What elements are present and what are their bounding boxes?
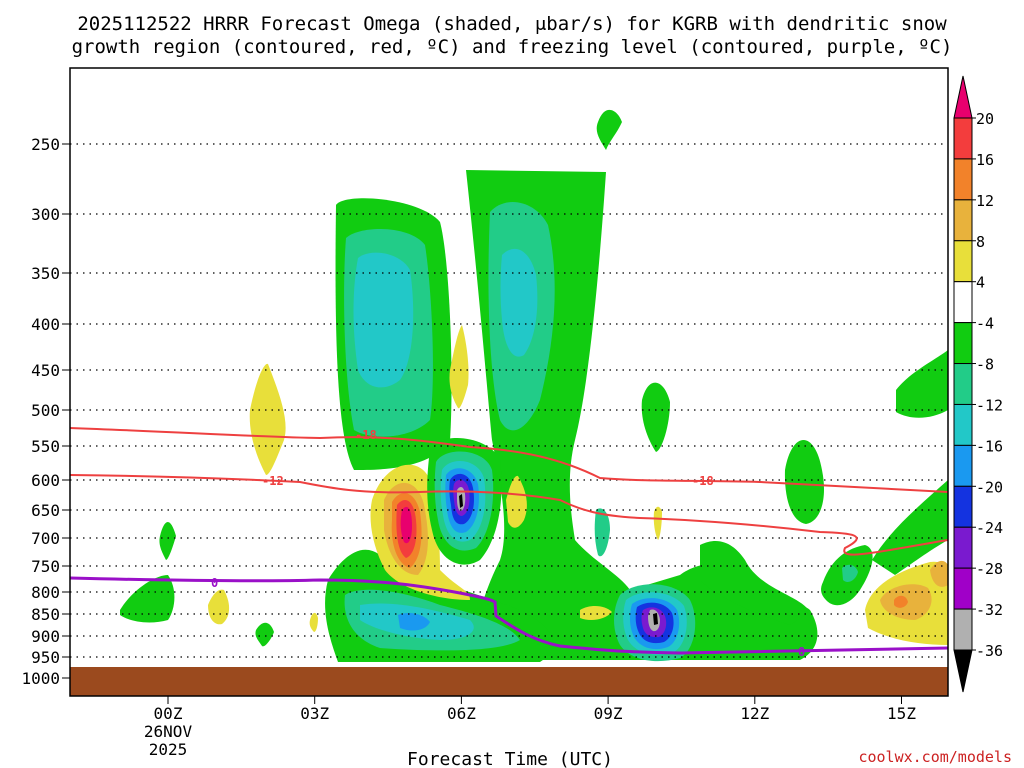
y-tick-label: 450 [31, 361, 60, 380]
chart-title-line1: 2025112522 HRRR Forecast Omega (shaded, … [77, 13, 947, 35]
colorbar-label: -28 [976, 560, 1003, 578]
x-axis: 00Z 03Z 06Z 09Z 12Z 15Z [154, 696, 916, 723]
omega-blob-teal [842, 564, 858, 583]
colorbar-label: -16 [976, 437, 1003, 455]
y-tick-label: 950 [31, 648, 60, 667]
freezing-label-right: 0 [798, 645, 805, 659]
colorbar-label: 20 [976, 110, 994, 128]
omega-blob-green [896, 350, 948, 418]
ground-layer [70, 667, 948, 696]
y-tick-label: 500 [31, 401, 60, 420]
x-date-label: 26NOV [144, 722, 193, 741]
colorbar-band [953, 567, 973, 610]
colorbar-band [953, 403, 973, 446]
freezing-level-contour [69, 576, 949, 655]
omega-blob-green [159, 522, 176, 560]
y-tick-label: 600 [31, 471, 60, 490]
colorbar-label: -8 [976, 356, 994, 374]
omega-blob-green [255, 622, 274, 647]
colorbar-band [953, 485, 973, 528]
colorbar-band [953, 281, 973, 324]
omega-blob-green [641, 382, 670, 452]
y-tick-label: 650 [31, 501, 60, 520]
chart-title-line2: growth region (contoured, red, ºC) and f… [72, 36, 953, 58]
omega-blob-yellow [309, 612, 318, 632]
colorbar-label: 16 [976, 151, 994, 169]
omega-blob-green [596, 109, 622, 150]
colorbar-label: -20 [976, 478, 1003, 496]
y-axis: 250 300 350 400 450 500 550 600 650 700 750 800 850 9… [21, 135, 70, 688]
x-tick-label: 00Z [154, 704, 183, 723]
colorbar-band [953, 363, 973, 405]
omega-blob-green [700, 540, 810, 625]
colorbar-label: -36 [976, 642, 1003, 660]
omega-blob-yellow [653, 506, 662, 540]
x-tick-label: 03Z [300, 704, 329, 723]
colorbar-band [953, 199, 973, 242]
x-year-label: 2025 [149, 740, 188, 759]
y-tick-label: 1000 [21, 669, 60, 688]
omega-blob-orange [894, 595, 908, 608]
x-tick-label: 09Z [594, 704, 623, 723]
colorbar-label: 8 [976, 233, 985, 251]
colorbar-band [953, 608, 973, 651]
y-tick-label: 800 [31, 583, 60, 602]
colorbar-label: -4 [976, 315, 994, 333]
colorbar-band [953, 240, 973, 283]
omega-blob-yellow [580, 606, 612, 620]
y-tick-label: 900 [31, 627, 60, 646]
omega-blob-yellow [249, 363, 286, 475]
colorbar-label: 12 [976, 192, 994, 210]
colorbar-band [953, 158, 973, 201]
y-tick-label: 300 [31, 205, 60, 224]
dgz-isotherm-lower [69, 474, 949, 556]
colorbar-min-arrow [953, 649, 973, 693]
dgz-contours [69, 427, 949, 556]
colorbar-band [953, 322, 973, 365]
x-tick-label: 15Z [887, 704, 916, 723]
x-axis-label: Forecast Time (UTC) [407, 749, 613, 768]
credit-text: coolwx.com/models [858, 748, 1012, 766]
omega-blob-cyan [353, 252, 414, 388]
y-tick-label: 700 [31, 529, 60, 548]
colorbar-label: -12 [976, 396, 1003, 414]
dgz-label-upper: -18 [355, 428, 377, 442]
y-tick-label: 350 [31, 264, 60, 283]
dgz-label-lower: -12 [262, 474, 284, 488]
dgz-isotherm-upper [69, 427, 949, 493]
omega-blob-yellow [506, 475, 527, 528]
colorbar-band [953, 117, 973, 160]
x-tick-label: 06Z [447, 704, 476, 723]
colorbar-label: -24 [976, 519, 1003, 537]
omega-blob-black [459, 494, 463, 508]
omega-blob-blue [398, 612, 430, 631]
freezing-label: 0 [211, 576, 218, 590]
omega-blob-yellow [208, 589, 230, 625]
colorbar-label: -32 [976, 601, 1003, 619]
omega-blob-cyan [500, 248, 538, 357]
y-tick-label: 750 [31, 557, 60, 576]
x-tick-label: 12Z [740, 704, 769, 723]
omega-blob-teal [594, 508, 610, 557]
omega-blob-yellow [449, 325, 469, 409]
y-tick-label: 250 [31, 135, 60, 154]
dgz-label-right: -18 [692, 474, 714, 488]
colorbar-label: 4 [976, 274, 985, 292]
omega-blob-magenta [400, 506, 412, 544]
omega-blob-gold [930, 560, 948, 587]
omega-blob-black [653, 613, 658, 625]
plot-frame [69, 67, 949, 697]
omega-blob-green [120, 575, 175, 623]
colorbar-band [953, 526, 973, 569]
y-tick-label: 850 [31, 605, 60, 624]
y-tick-label: 550 [31, 437, 60, 456]
colorbar-band [953, 444, 973, 487]
colorbar-max-arrow [953, 75, 973, 119]
omega-blob-green [784, 440, 825, 524]
colorbar: 20 16 12 8 4 -4 -8 -12 -16 -20 -24 -28 -32 -36 [953, 75, 1003, 693]
y-tick-label: 400 [31, 315, 60, 334]
omega-blob-green [872, 480, 948, 575]
omega-shading [120, 109, 948, 662]
